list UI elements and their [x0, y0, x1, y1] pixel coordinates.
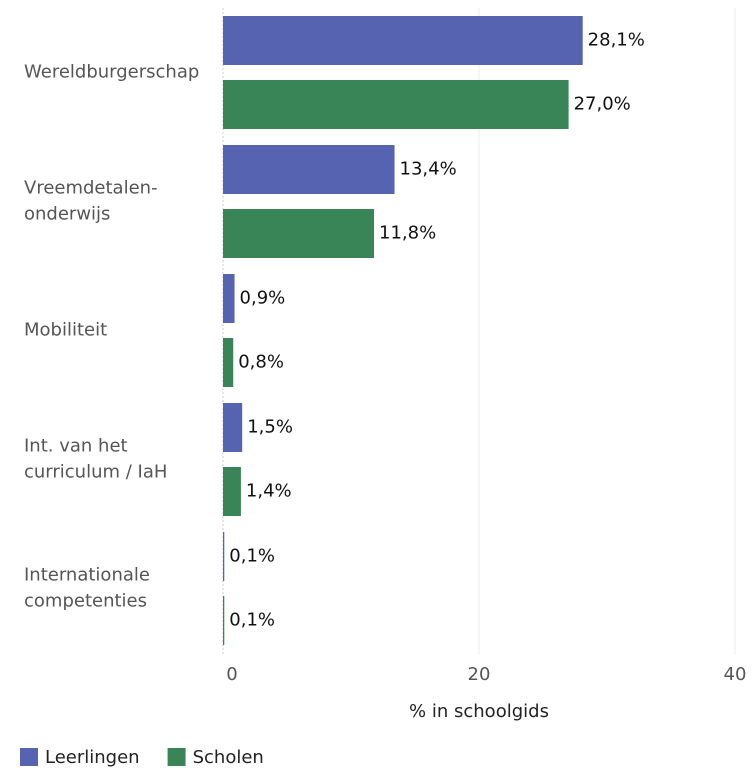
- value-label: 1,4%: [246, 481, 292, 502]
- value-label: 27,0%: [574, 94, 631, 115]
- x-tick-label: 0: [226, 664, 237, 685]
- value-label: 28,1%: [588, 30, 645, 51]
- bar: [223, 274, 235, 323]
- bar: [223, 596, 225, 645]
- category-label: Vreemdetalen-onderwijs: [24, 178, 158, 225]
- x-axis-label: % in schoolgids: [409, 701, 549, 722]
- legend-label: Scholen: [193, 747, 264, 768]
- bar: [223, 80, 569, 129]
- bar: [223, 338, 234, 387]
- legend-swatch: [167, 748, 186, 766]
- x-tick-label: 40: [724, 664, 747, 685]
- value-label: 0,8%: [238, 352, 284, 373]
- category-label: Int. van het curriculum / IaH: [24, 436, 167, 483]
- category-label: Internationale competenties: [24, 565, 150, 612]
- bar: [223, 403, 243, 452]
- category-label: Wereldburgerschap: [24, 62, 199, 83]
- bar: [223, 16, 583, 65]
- value-label: 1,5%: [247, 417, 293, 438]
- x-tick-label: 20: [468, 664, 491, 685]
- value-label: 0,1%: [229, 610, 275, 631]
- value-label: 0,1%: [229, 546, 275, 567]
- category-label: Mobiliteit: [24, 320, 107, 341]
- legend-label: Leerlingen: [45, 747, 140, 768]
- bar: [223, 532, 225, 581]
- legend-swatch: [20, 748, 38, 766]
- bar: [223, 145, 395, 194]
- value-label: 11,8%: [379, 223, 436, 244]
- bar: [223, 209, 375, 258]
- value-label: 0,9%: [240, 288, 286, 309]
- bar: [223, 467, 241, 516]
- value-label: 13,4%: [400, 159, 457, 180]
